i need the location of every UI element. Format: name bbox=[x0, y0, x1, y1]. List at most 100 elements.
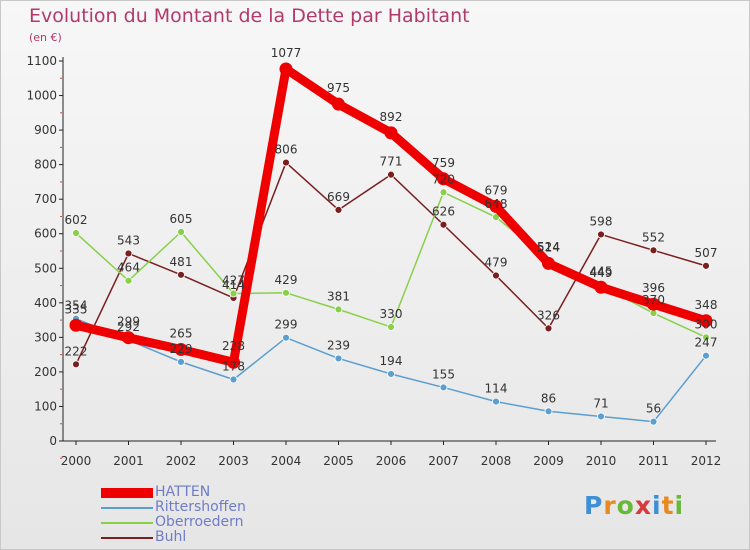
legend-label: Oberroedern bbox=[155, 514, 244, 530]
x-tick-label: 2002 bbox=[166, 454, 197, 468]
data-point bbox=[702, 261, 710, 270]
data-label: 1077 bbox=[271, 46, 302, 60]
legend-item-buhl: Buhl bbox=[101, 530, 246, 545]
data-label: 605 bbox=[170, 212, 193, 226]
x-tick-label: 2008 bbox=[481, 454, 512, 468]
data-label: 445 bbox=[590, 264, 613, 278]
data-point bbox=[229, 375, 238, 384]
legend-label: Buhl bbox=[155, 529, 187, 545]
data-label: 552 bbox=[642, 230, 665, 244]
data-point bbox=[647, 297, 660, 311]
data-label: 648 bbox=[485, 197, 508, 211]
chart-legend: HATTEN Rittershoffen Oberroedern Buhl bbox=[101, 485, 246, 545]
data-label: 669 bbox=[327, 190, 350, 204]
data-label: 114 bbox=[485, 382, 508, 396]
x-tick-label: 2009 bbox=[533, 454, 564, 468]
data-point bbox=[334, 354, 343, 363]
data-point bbox=[439, 188, 448, 197]
data-point bbox=[544, 324, 553, 333]
data-label: 86 bbox=[541, 391, 556, 405]
data-point bbox=[542, 256, 555, 270]
logo-letter: r bbox=[603, 491, 617, 520]
data-label: 299 bbox=[275, 318, 298, 332]
data-point bbox=[597, 230, 605, 239]
proxiti-logo: Proxiti bbox=[584, 491, 684, 520]
data-point bbox=[649, 309, 658, 318]
data-label: 479 bbox=[485, 256, 508, 270]
y-tick-label: 200 bbox=[34, 365, 57, 379]
data-label: 414 bbox=[222, 278, 245, 292]
y-tick-label: 900 bbox=[34, 123, 57, 137]
data-label: 759 bbox=[432, 156, 455, 170]
x-tick-label: 2005 bbox=[323, 454, 354, 468]
data-point bbox=[334, 205, 343, 214]
x-tick-label: 2007 bbox=[428, 454, 459, 468]
data-point bbox=[649, 417, 658, 426]
data-label: 543 bbox=[117, 233, 140, 247]
data-label: 326 bbox=[537, 308, 560, 322]
x-tick-label: 2004 bbox=[271, 454, 302, 468]
data-label: 429 bbox=[275, 273, 298, 287]
data-label: 354 bbox=[65, 299, 88, 313]
data-label: 247 bbox=[695, 336, 718, 350]
data-point bbox=[702, 333, 710, 342]
data-point bbox=[332, 97, 345, 111]
data-label: 396 bbox=[642, 281, 665, 295]
data-label: 524 bbox=[537, 240, 560, 254]
data-label: 464 bbox=[117, 261, 140, 275]
data-point bbox=[177, 357, 185, 366]
data-label: 806 bbox=[275, 143, 298, 157]
logo-letter: x bbox=[634, 491, 652, 520]
data-label: 330 bbox=[380, 307, 403, 321]
data-label: 239 bbox=[327, 338, 350, 352]
data-point bbox=[492, 397, 500, 406]
data-label: 449 bbox=[590, 266, 613, 280]
data-label: 598 bbox=[590, 214, 613, 228]
data-label: 602 bbox=[65, 213, 88, 227]
data-label: 335 bbox=[65, 302, 88, 316]
data-point bbox=[72, 360, 80, 369]
data-point bbox=[334, 305, 343, 314]
data-point bbox=[72, 229, 80, 237]
data-point bbox=[177, 270, 185, 279]
x-tick-label: 2006 bbox=[376, 454, 407, 468]
data-label: 222 bbox=[65, 344, 88, 358]
x-tick-label: 2011 bbox=[638, 454, 669, 468]
data-point bbox=[492, 213, 500, 222]
data-point bbox=[124, 249, 133, 258]
x-tick-label: 2010 bbox=[586, 454, 617, 468]
data-point bbox=[282, 158, 290, 167]
legend-label: HATTEN bbox=[155, 484, 211, 500]
data-point bbox=[122, 331, 135, 345]
legend-swatch bbox=[101, 521, 153, 524]
data-label: 299 bbox=[117, 315, 140, 329]
chart-title: Evolution du Montant de la Dette par Hab… bbox=[29, 5, 470, 27]
series-buhl bbox=[72, 158, 710, 369]
data-point bbox=[492, 271, 500, 280]
data-point bbox=[282, 333, 290, 342]
data-label: 178 bbox=[222, 360, 245, 374]
y-tick-label: 600 bbox=[34, 227, 57, 241]
legend-label: Rittershoffen bbox=[155, 499, 246, 515]
x-tick-label: 2003 bbox=[218, 454, 249, 468]
data-label: 507 bbox=[695, 246, 718, 260]
data-label: 348 bbox=[695, 298, 718, 312]
y-tick-label: 0 bbox=[49, 434, 57, 448]
series-hatten bbox=[69, 62, 713, 369]
data-point bbox=[384, 126, 398, 140]
data-label: 56 bbox=[646, 402, 661, 416]
data-label: 155 bbox=[432, 367, 455, 381]
data-point bbox=[544, 407, 553, 416]
data-label: 720 bbox=[432, 172, 455, 186]
data-label: 427 bbox=[222, 273, 245, 287]
data-point bbox=[387, 370, 395, 378]
data-point bbox=[439, 383, 448, 392]
legend-swatch bbox=[101, 536, 153, 539]
legend-item-rittershoffen: Rittershoffen bbox=[101, 500, 246, 515]
legend-item-hatten: HATTEN bbox=[101, 485, 246, 500]
data-point bbox=[699, 314, 713, 328]
data-point bbox=[489, 199, 503, 213]
y-tick-label: 1100 bbox=[26, 54, 57, 68]
